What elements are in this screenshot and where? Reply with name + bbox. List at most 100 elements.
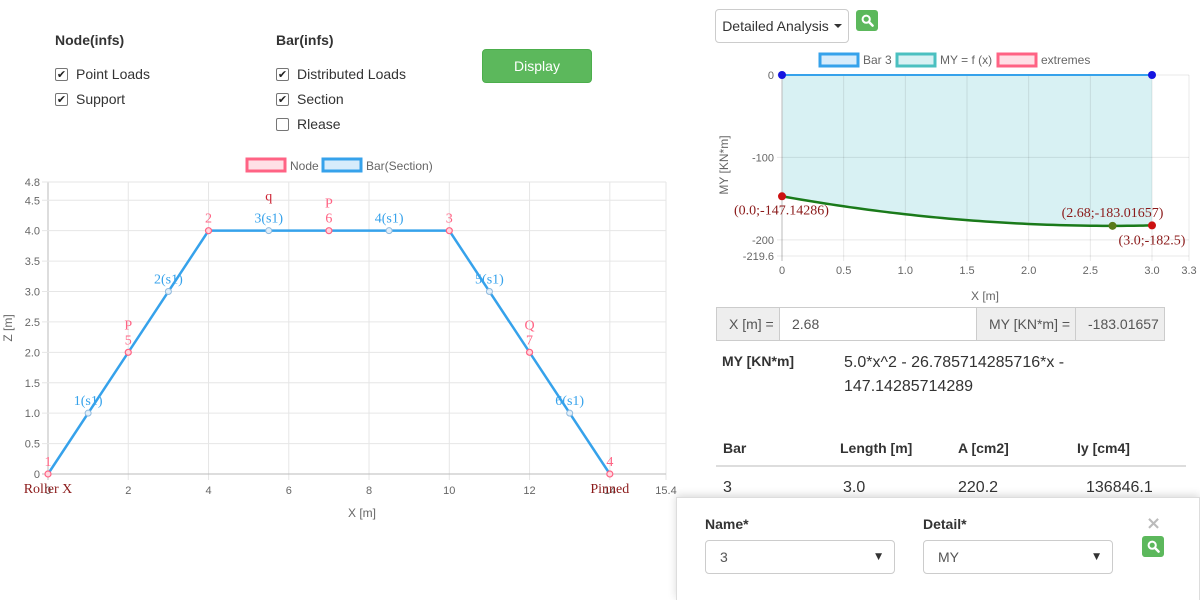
moment-x-tick-label: 1.0 <box>898 265 913 277</box>
my-output-value: -183.01657 <box>1075 307 1165 341</box>
structure-node-point[interactable] <box>124 348 132 356</box>
moment-x-tick-label: 2.0 <box>1021 265 1036 277</box>
legend-bar3-swatch[interactable] <box>818 52 860 68</box>
structure-node-label: 7 <box>526 333 533 348</box>
moment-x-tick-label: 0.5 <box>836 265 851 277</box>
support-checkbox-row[interactable]: ✔ Support <box>55 90 125 108</box>
search-icon <box>861 14 874 27</box>
structure-node-label: 6 <box>325 212 332 227</box>
bar-infs-heading: Bar(infs) <box>276 32 334 48</box>
moment-x-axis-label: X [m] <box>971 289 999 303</box>
structure-y-axis-label: Z [m] <box>1 314 15 341</box>
legend-extremes-label[interactable]: extremes <box>1041 53 1090 67</box>
distributed-loads-checkbox[interactable]: ✔ <box>276 67 289 81</box>
extreme-point[interactable] <box>1108 221 1117 230</box>
structure-section-point[interactable] <box>164 288 172 295</box>
structure-chart: Node Bar(Section) 0 2 4 6 8 10 12 14 15.400.51.0… <box>1 157 677 520</box>
structure-x-tick-label: 12 <box>523 485 535 497</box>
structure-section-point[interactable] <box>84 409 92 417</box>
legend-node-label[interactable]: Node <box>290 159 319 173</box>
formula-label: MY [KN*m] <box>722 353 795 369</box>
point-loads-checkbox-row[interactable]: ✔ Point Loads <box>55 65 150 83</box>
detailed-analysis-label: Detailed Analysis <box>722 18 829 34</box>
display-button[interactable]: Display <box>482 49 592 83</box>
structure-load-label: P <box>325 197 333 212</box>
legend-bar-swatch[interactable] <box>321 157 363 173</box>
structure-y-tick-label: 2.0 <box>25 347 40 359</box>
structure-node-point[interactable] <box>204 227 213 235</box>
section-label: Section <box>297 91 344 107</box>
structure-y-tick-label: 3.0 <box>25 287 40 299</box>
structure-section-label: 6(s1) <box>555 394 584 409</box>
release-label: Rlease <box>297 116 341 132</box>
structure-section-point[interactable] <box>265 227 273 235</box>
support-checkbox[interactable]: ✔ <box>55 92 68 106</box>
structure-y-tick-label: 3.5 <box>25 256 40 268</box>
structure-node-point[interactable] <box>44 470 52 478</box>
structure-node-point[interactable] <box>525 348 534 356</box>
release-checkbox-row[interactable]: Rlease <box>276 115 341 133</box>
section-checkbox-row[interactable]: ✔ Section <box>276 90 344 108</box>
moment-points: (0.0;-147.14286) (2.68;-183.01657) (3.0;-1… <box>734 71 1186 248</box>
moment-curve <box>781 74 1153 228</box>
moment-x-tick-label: 0 <box>779 265 785 277</box>
formula-text: 5.0*x^2 - 26.785714285716*x - 147.142857… <box>844 351 1064 399</box>
table-header-area: A [cm2] <box>958 440 1009 456</box>
structure-node-point[interactable] <box>445 227 453 235</box>
section-checkbox[interactable]: ✔ <box>276 92 289 106</box>
caret-down-icon <box>833 24 842 28</box>
bar3-point[interactable] <box>1148 71 1156 79</box>
structure-node-point[interactable] <box>325 227 333 235</box>
moment-x-tick-label: 1.5 <box>959 265 974 277</box>
name-select[interactable]: 3 ▼ <box>705 540 895 574</box>
detail-select[interactable]: MY ▼ <box>923 540 1113 574</box>
extreme-point[interactable] <box>1148 221 1156 230</box>
table-header-divider <box>716 465 1186 467</box>
moment-chart: Bar 3 MY = f (x) extremes 0 0.5 1.0 1.5 2.0 2… <box>717 52 1197 303</box>
modal-search-button[interactable] <box>1142 536 1164 557</box>
detail-select-value: MY <box>938 549 959 565</box>
x-input[interactable]: 2.68 <box>779 307 977 341</box>
table-cell-bar: 3 <box>723 479 732 496</box>
extreme-label: (3.0;-182.5) <box>1119 233 1186 248</box>
structure-node-label: 2 <box>205 212 212 227</box>
analysis-search-button[interactable] <box>856 10 878 31</box>
moment-y-axis-label: MY [KN*m] <box>717 135 731 194</box>
legend-extremes-swatch[interactable] <box>996 52 1038 68</box>
structure-section-point[interactable] <box>566 409 574 417</box>
extreme-label: (0.0;-147.14286) <box>734 203 829 218</box>
table-cell-iy: 136846.1 <box>1086 479 1153 496</box>
legend-myfx-label[interactable]: MY = f (x) <box>940 53 992 67</box>
legend-bar-label[interactable]: Bar(Section) <box>366 159 433 173</box>
close-icon[interactable]: × <box>1146 513 1162 534</box>
bar3-point[interactable] <box>778 71 786 79</box>
moment-x-tick-label: 2.5 <box>1083 265 1098 277</box>
structure-load-label: q <box>265 190 272 205</box>
legend-bar3-label[interactable]: Bar 3 <box>863 53 892 67</box>
support-label: Support <box>76 91 126 107</box>
distributed-loads-checkbox-row[interactable]: ✔ Distributed Loads <box>276 65 406 83</box>
structure-ticks: 0 2 4 6 8 10 12 14 15.400.51.01.52.02.53.03.54.0… <box>25 177 677 497</box>
detailed-analysis-dropdown[interactable]: Detailed Analysis <box>715 9 849 43</box>
structure-x-tick-label: 10 <box>443 485 455 497</box>
moment-y-tick-label: -219.6 <box>743 251 774 263</box>
structure-section-label: 4(s1) <box>375 212 404 227</box>
structure-section-point[interactable] <box>485 288 493 295</box>
formula-line-2: 147.14285714289 <box>844 378 974 395</box>
detail-label: Detail* <box>923 516 967 532</box>
structure-x-tick-label: 6 <box>286 485 292 497</box>
legend-myfx-swatch[interactable] <box>895 52 937 68</box>
point-loads-checkbox[interactable]: ✔ <box>55 67 68 81</box>
structure-y-tick-label: 4.8 <box>25 177 40 189</box>
structure-section-point[interactable] <box>385 227 393 235</box>
legend-node-swatch[interactable] <box>245 157 287 173</box>
structure-x-tick-label: 2 <box>125 485 131 497</box>
structure-node-point[interactable] <box>606 470 614 478</box>
moment-y-tick-label: 0 <box>768 70 774 82</box>
structure-section-label: 3(s1) <box>254 212 283 227</box>
name-select-value: 3 <box>720 549 728 565</box>
extreme-point[interactable] <box>778 192 786 201</box>
moment-ticks: 0 0.5 1.0 1.5 2.0 2.5 3.0 3.3 0 -100 -200 -219.6 <box>743 70 1197 277</box>
moment-x-tick-label: 3.0 <box>1144 265 1159 277</box>
release-checkbox[interactable] <box>276 117 289 131</box>
